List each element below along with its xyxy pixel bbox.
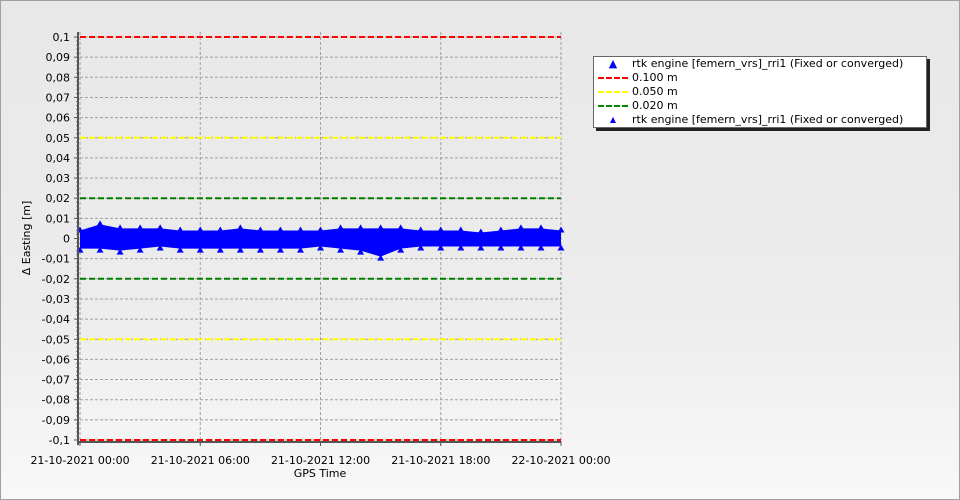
data-band xyxy=(80,224,561,257)
dash-line-icon xyxy=(598,77,628,79)
legend-label: 0.050 m xyxy=(632,85,678,98)
y-tick-label: 0,07 xyxy=(46,91,71,104)
data-point xyxy=(477,228,485,235)
legend-item: 0.050 m xyxy=(594,85,926,99)
data-point xyxy=(537,224,545,231)
data-point xyxy=(216,226,224,233)
data-point xyxy=(357,248,365,255)
data-point xyxy=(337,246,345,253)
y-tick-label: -0,06 xyxy=(42,353,70,366)
data-point xyxy=(497,244,505,251)
y-tick-label: -0,1 xyxy=(49,434,70,447)
data-point xyxy=(557,244,565,251)
y-tick-label: -0,04 xyxy=(42,313,70,326)
data-point xyxy=(256,246,264,253)
legend-item: 0.020 m xyxy=(594,99,926,113)
data-point xyxy=(96,246,104,253)
y-axis-label: Δ Easting [m] xyxy=(20,201,33,276)
triangle-icon: ▲ xyxy=(608,57,618,70)
data-point xyxy=(517,244,525,251)
data-point xyxy=(437,244,445,251)
y-tick-label: -0,07 xyxy=(42,374,70,387)
data-point xyxy=(236,246,244,253)
x-tick-label: 22-10-2021 00:00 xyxy=(511,454,610,467)
data-point xyxy=(477,244,485,251)
dash-line-icon xyxy=(598,91,628,93)
y-tick-label: 0,03 xyxy=(46,172,71,185)
legend-item: ▲ rtk engine [femern_vrs]_rri1 (Fixed or … xyxy=(594,57,926,71)
data-point xyxy=(317,226,324,233)
data-point xyxy=(517,224,525,231)
x-axis-label: GPS Time xyxy=(294,467,347,480)
data-point xyxy=(537,244,545,251)
data-point xyxy=(116,224,124,231)
data-point xyxy=(296,246,304,253)
legend-label: 0.020 m xyxy=(632,99,678,112)
triangle-icon: ▲ xyxy=(609,115,617,124)
data-point xyxy=(417,226,425,233)
data-point xyxy=(256,226,264,233)
data-point xyxy=(196,226,204,233)
data-point xyxy=(156,224,164,231)
x-tick-label: 21-10-2021 06:00 xyxy=(151,454,250,467)
x-tick-label: 21-10-2021 12:00 xyxy=(271,454,370,467)
data-point xyxy=(397,246,405,253)
data-point xyxy=(216,246,224,253)
data-point xyxy=(557,226,565,233)
y-tick-label: 0,04 xyxy=(46,152,71,165)
legend-item: ▲ rtk engine [femern_vrs]_rri1 (Fixed or … xyxy=(594,113,926,127)
y-tick-label: 0,05 xyxy=(46,132,71,145)
y-tick-label: -0,05 xyxy=(42,333,70,346)
dash-line-icon xyxy=(598,105,628,107)
legend: ▲ rtk engine [femern_vrs]_rri1 (Fixed or … xyxy=(593,56,927,128)
data-point xyxy=(457,226,465,233)
y-tick-label: -0,01 xyxy=(42,253,70,266)
data-point xyxy=(377,224,385,231)
y-tick-label: 0,1 xyxy=(53,31,71,44)
data-point xyxy=(397,224,405,231)
data-point xyxy=(317,244,324,251)
legend-item: 0.100 m xyxy=(594,71,926,85)
legend-label: rtk engine [femern_vrs]_rri1 (Fixed or c… xyxy=(632,113,904,126)
y-tick-label: 0,01 xyxy=(46,212,71,225)
legend-label: 0.100 m xyxy=(632,71,678,84)
y-tick-label: -0,09 xyxy=(42,414,70,427)
data-point xyxy=(296,226,304,233)
x-tick-label: 21-10-2021 18:00 xyxy=(391,454,490,467)
y-tick-label: 0,09 xyxy=(46,51,71,64)
data-point xyxy=(497,226,505,233)
data-point xyxy=(136,246,144,253)
y-tick-label: 0,08 xyxy=(46,71,71,84)
y-tick-label: 0,02 xyxy=(46,192,71,205)
y-tick-label: -0,03 xyxy=(42,293,70,306)
data-point xyxy=(377,254,385,261)
x-tick-label: 21-10-2021 00:00 xyxy=(30,454,129,467)
data-point xyxy=(176,246,184,253)
y-tick-label: -0,02 xyxy=(42,273,70,286)
data-point xyxy=(96,220,104,227)
data-point xyxy=(276,226,284,233)
data-point xyxy=(417,244,425,251)
data-point xyxy=(136,224,144,231)
y-tick-label: 0 xyxy=(63,233,70,246)
y-tick-label: -0,08 xyxy=(42,394,70,407)
data-point xyxy=(276,246,284,253)
data-point xyxy=(457,244,465,251)
legend-label: rtk engine [femern_vrs]_rri1 (Fixed or c… xyxy=(632,57,904,70)
data-point xyxy=(357,224,365,231)
data-point xyxy=(196,246,204,253)
y-tick-label: 0,06 xyxy=(46,112,71,125)
data-point xyxy=(156,244,164,251)
data-point xyxy=(337,224,345,231)
data-point xyxy=(176,226,184,233)
data-point xyxy=(116,248,124,255)
data-point xyxy=(437,226,445,233)
data-point xyxy=(236,224,244,231)
